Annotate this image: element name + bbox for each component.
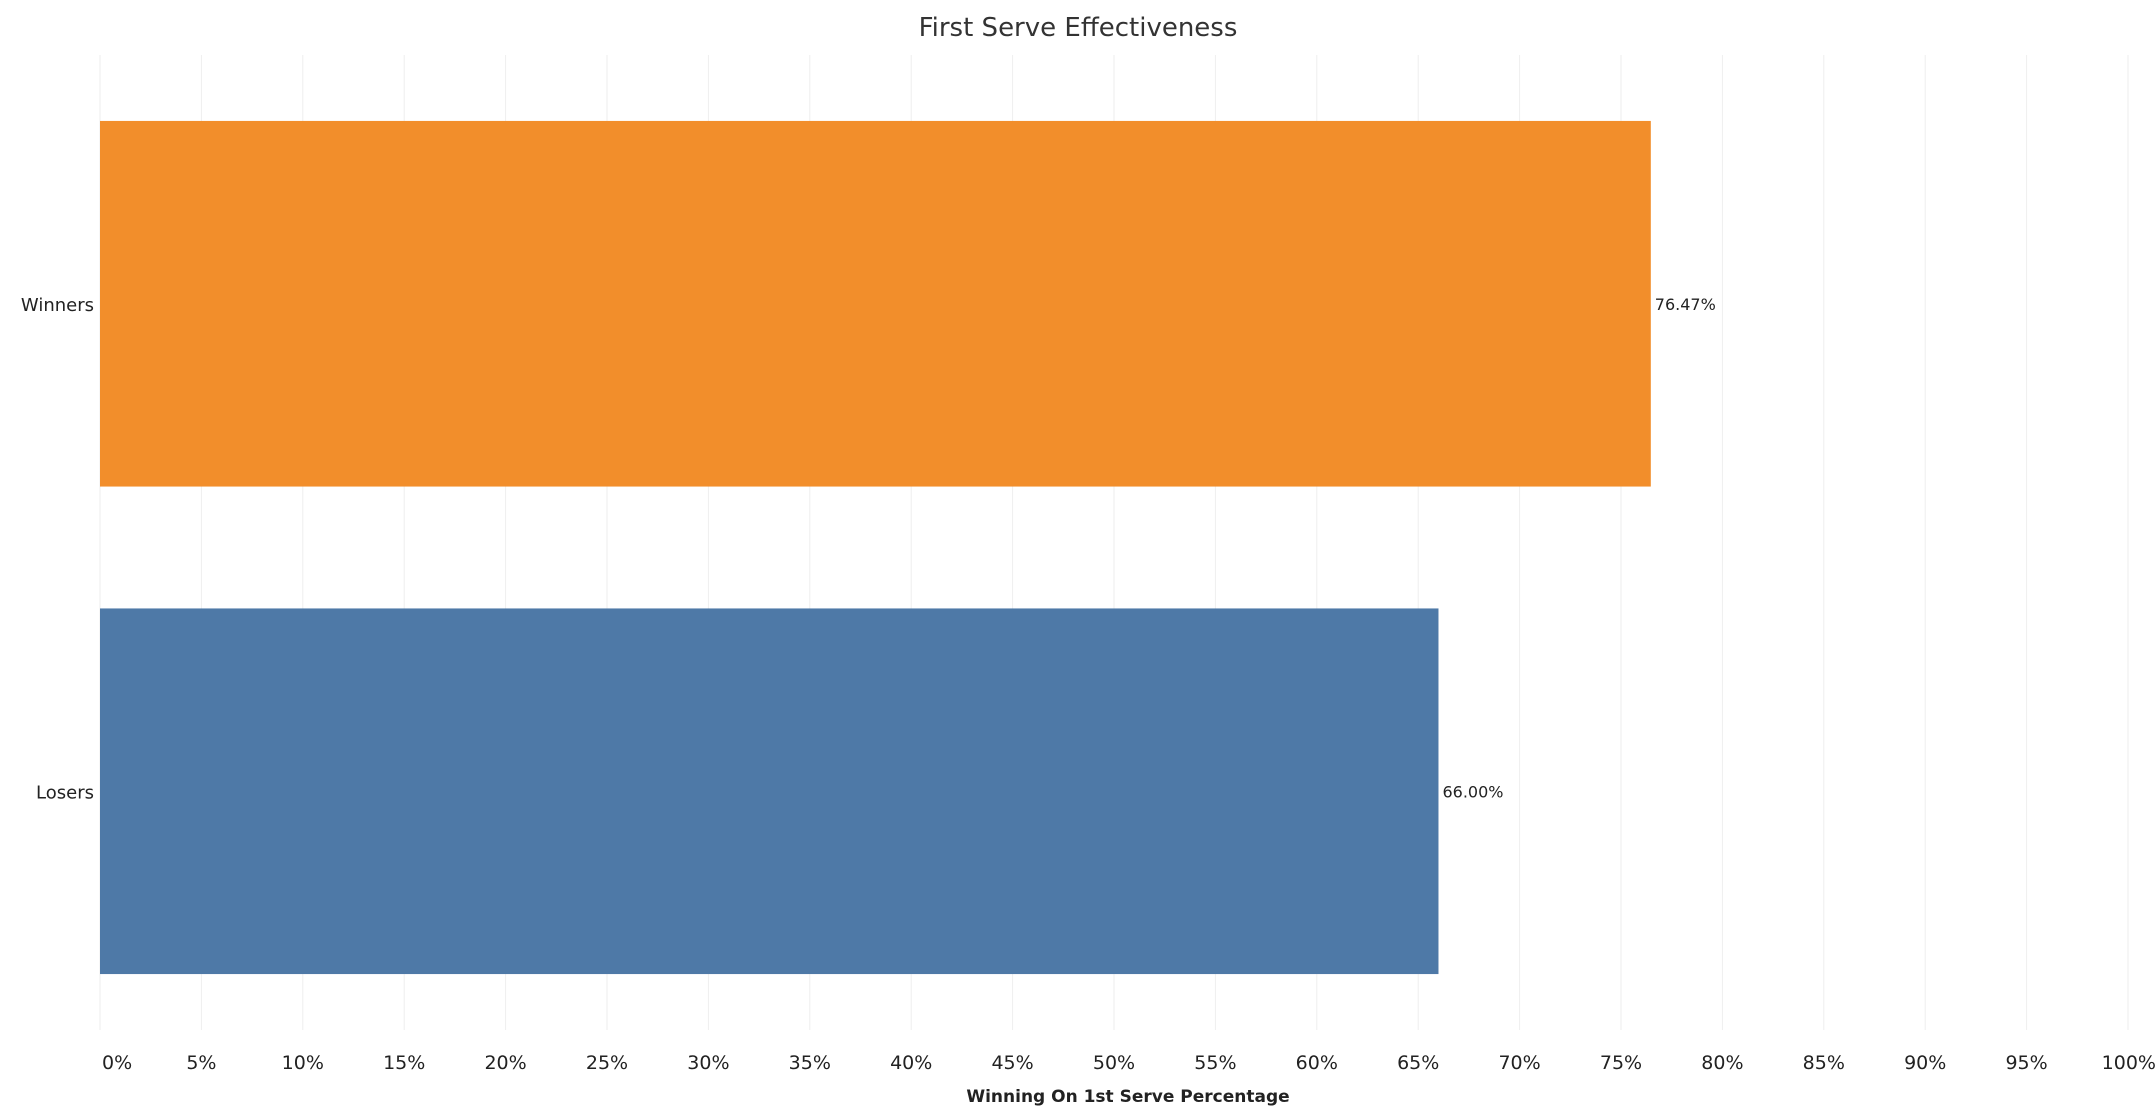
- x-tick-label: 85%: [1803, 1052, 1845, 1074]
- category-label: Losers: [36, 782, 94, 803]
- x-tick-label: 25%: [586, 1052, 628, 1074]
- x-tick-label: 55%: [1194, 1052, 1236, 1074]
- x-tick-label: 0%: [102, 1052, 132, 1074]
- x-tick-label: 100%: [2102, 1052, 2156, 1074]
- bars: [100, 120, 1651, 975]
- x-tick-label: 35%: [789, 1052, 831, 1074]
- x-tick-label: 15%: [383, 1052, 425, 1074]
- x-tick-label: 40%: [890, 1052, 932, 1074]
- category-label: Winners: [21, 295, 94, 316]
- bar-winners: [100, 120, 1651, 487]
- x-tick-label: 95%: [2005, 1052, 2047, 1074]
- data-label: 66.00%: [1442, 782, 1503, 801]
- x-tick-label: 90%: [1904, 1052, 1946, 1074]
- x-tick-label: 50%: [1093, 1052, 1135, 1074]
- x-tick-label: 10%: [282, 1052, 324, 1074]
- bar-losers: [100, 608, 1439, 975]
- chart-title: First Serve Effectiveness: [919, 13, 1238, 43]
- data-labels: 76.47% 66.00%: [1442, 295, 1715, 802]
- category-labels: Winners Losers: [21, 295, 94, 804]
- x-tick-label: 45%: [991, 1052, 1033, 1074]
- x-tick-labels: 0% 5% 10% 15% 20% 25% 30% 35% 40% 45% 50% 55% 60% 65%…: [102, 1052, 2156, 1074]
- x-tick-label: 75%: [1600, 1052, 1642, 1074]
- x-tick-label: 5%: [186, 1052, 216, 1074]
- x-tick-label: 20%: [484, 1052, 526, 1074]
- x-tick-label: 30%: [687, 1052, 729, 1074]
- x-tick-label: 80%: [1701, 1052, 1743, 1074]
- data-label: 76.47%: [1655, 295, 1716, 314]
- x-tick-label: 60%: [1296, 1052, 1338, 1074]
- x-tick-label: 65%: [1397, 1052, 1439, 1074]
- x-tick-label: 70%: [1498, 1052, 1540, 1074]
- x-axis-title: Winning On 1st Serve Percentage: [966, 1087, 1289, 1107]
